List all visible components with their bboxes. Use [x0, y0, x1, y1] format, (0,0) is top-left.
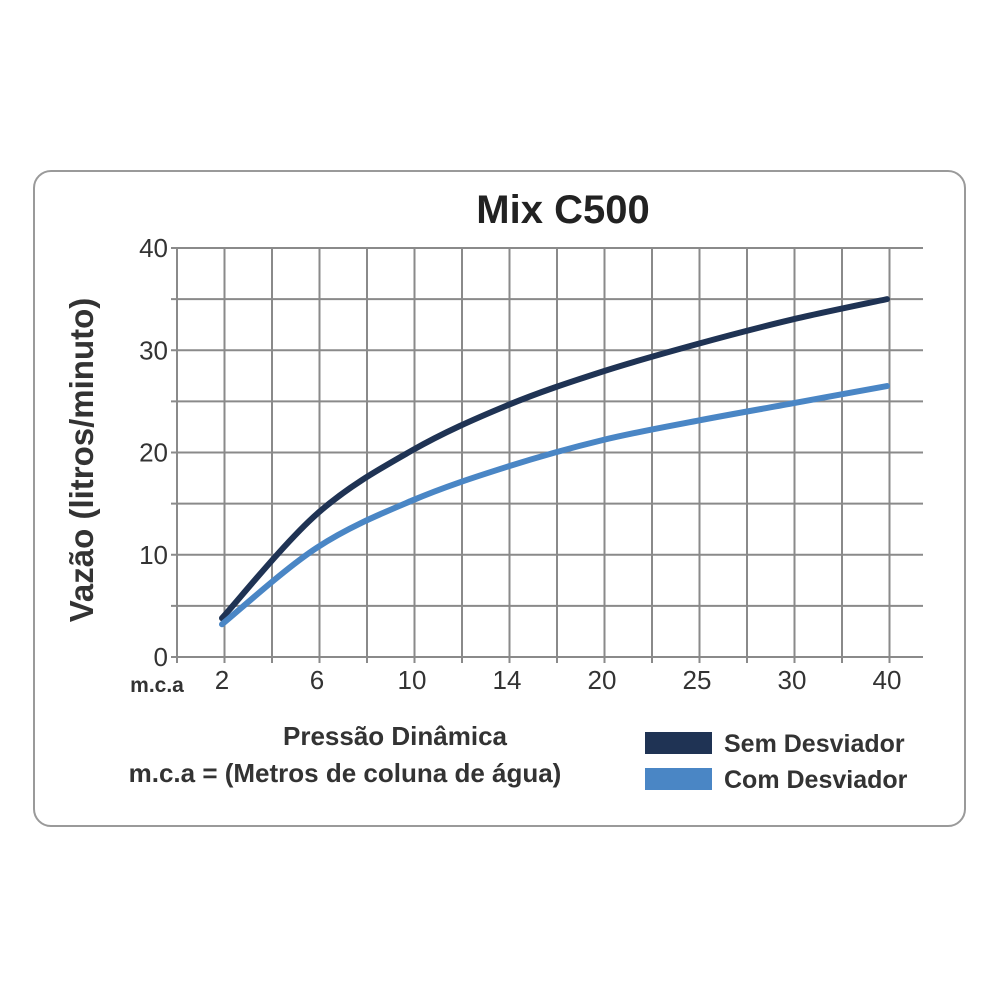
- x-tick-label: 40: [873, 665, 902, 695]
- series-line-com-desviador: [219, 383, 890, 628]
- y-tick-label: 0: [154, 642, 168, 672]
- y-tick-label: 30: [139, 335, 168, 365]
- legend-swatch-sem-desviador: [645, 732, 712, 754]
- x-tick-label: 14: [493, 665, 522, 695]
- legend: Sem Desviador Com Desviador: [645, 730, 908, 794]
- x-unit-label: m.c.a: [130, 674, 184, 697]
- series-lines: [219, 296, 890, 628]
- legend-label-sem-desviador: Sem Desviador: [724, 730, 905, 758]
- y-axis-label: Vazão (litros/minuto): [63, 298, 100, 623]
- x-axis-label-line2: m.c.a = (Metros de coluna de água): [129, 758, 562, 788]
- y-tick-labels: 0 10 20 30 40: [139, 233, 168, 672]
- x-tick-label: 30: [778, 665, 807, 695]
- y-tick-label: 40: [139, 233, 168, 263]
- legend-label-com-desviador: Com Desviador: [724, 766, 908, 794]
- y-tick-label: 10: [139, 540, 168, 570]
- chart-title: Mix C500: [476, 188, 649, 232]
- x-axis-label-line1: Pressão Dinâmica: [283, 721, 508, 751]
- x-tick-label: 2: [215, 665, 229, 695]
- x-tick-label: 20: [588, 665, 617, 695]
- series-line-sem-desviador: [219, 296, 890, 622]
- x-tick-labels: 2 6 10 14 20 25 30 40: [215, 665, 902, 695]
- chart-frame: [33, 170, 966, 827]
- x-tick-label: 10: [398, 665, 427, 695]
- y-tick-label: 20: [139, 438, 168, 468]
- grid: [171, 247, 923, 663]
- legend-swatch-com-desviador: [645, 768, 712, 790]
- x-tick-label: 6: [310, 665, 324, 695]
- x-tick-label: 25: [683, 665, 712, 695]
